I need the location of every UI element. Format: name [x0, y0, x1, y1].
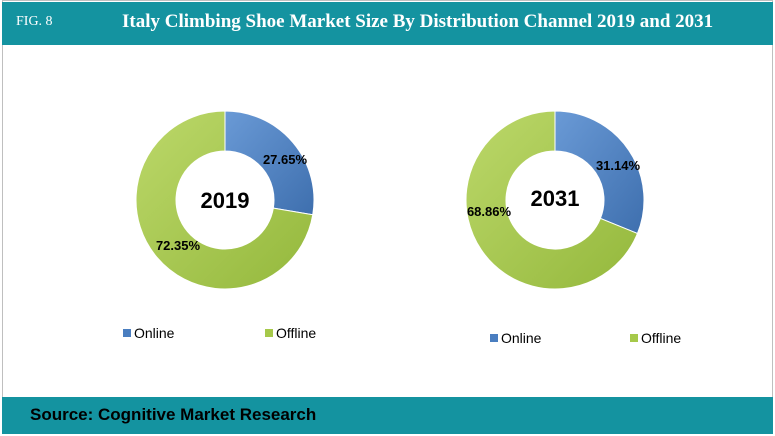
chart-title: Italy Climbing Shoe Market Size By Distr… [122, 11, 714, 32]
center-year-label: 2031 [531, 186, 580, 211]
donut-chart-2019: 27.65% 72.35% 2019 Online Offline [123, 110, 316, 341]
source-note: Source: Cognitive Market Research [30, 405, 317, 424]
legend-swatch-offline [265, 329, 273, 337]
figure-footer: Source: Cognitive Market Research [2, 397, 773, 434]
figure-number: FIG. 8 [16, 14, 53, 29]
legend-swatch-online [490, 334, 498, 342]
legend-label-offline: Offline [276, 325, 316, 341]
slice-online [224, 110, 315, 216]
data-label-online: 27.65% [263, 152, 308, 167]
data-label-online: 31.14% [596, 158, 641, 173]
legend-swatch-offline [630, 334, 638, 342]
legend-label-offline: Offline [641, 330, 681, 346]
legend-label-online: Online [501, 330, 542, 346]
data-label-offline: 72.35% [156, 238, 201, 253]
legend-swatch-online [123, 329, 131, 337]
legend-label-online: Online [134, 325, 175, 341]
data-label-offline: 68.86% [467, 204, 512, 219]
slice-online [554, 110, 645, 235]
figure-header: FIG. 8 Italy Climbing Shoe Market Size B… [2, 2, 773, 45]
slice-offline [135, 110, 314, 290]
donut-chart-2031: 31.14% 68.86% 2031 Online Offline [465, 110, 681, 346]
center-year-label: 2019 [201, 188, 250, 213]
slice-offline [465, 110, 639, 290]
